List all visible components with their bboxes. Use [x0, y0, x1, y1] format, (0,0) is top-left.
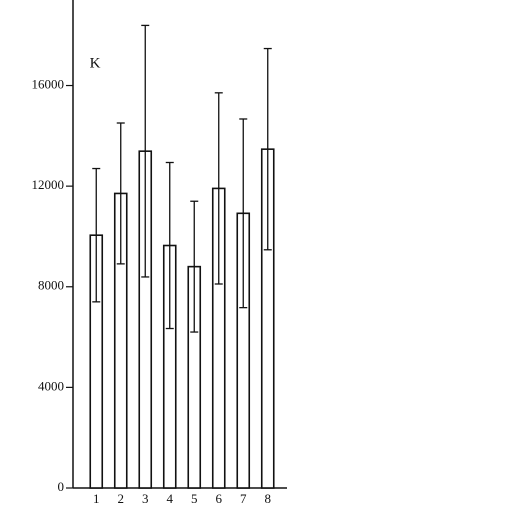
y-tick-label: 8000 [38, 278, 64, 293]
x-tick-label: 2 [118, 491, 125, 506]
x-tick-label: 7 [240, 491, 247, 506]
y-tick-label: 4000 [38, 378, 64, 393]
x-tick-label: 4 [167, 491, 174, 506]
x-tick-label: 3 [142, 491, 149, 506]
y-tick-label: 12000 [32, 177, 65, 192]
x-tick-label: 6 [216, 491, 223, 506]
x-tick-label: 1 [93, 491, 100, 506]
x-tick-label: 5 [191, 491, 198, 506]
annotation: K [90, 55, 101, 71]
y-tick-label: 0 [58, 479, 65, 494]
y-tick-label: 16000 [32, 77, 65, 92]
x-tick-label: 8 [265, 491, 272, 506]
